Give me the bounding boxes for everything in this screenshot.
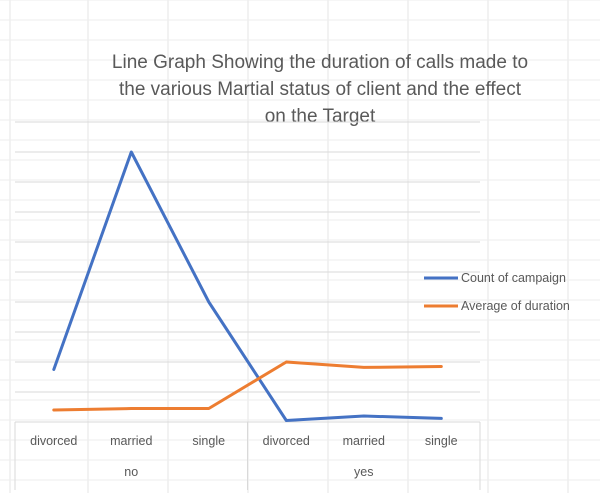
category-tick-label: married xyxy=(110,434,152,448)
group-tick-label: yes xyxy=(354,465,373,479)
series-lines xyxy=(52,150,443,422)
series-line-count-of-campaign xyxy=(52,150,443,422)
category-tick-label: single xyxy=(425,434,458,448)
legend-entry: Average of duration xyxy=(461,299,570,313)
category-tick-label: married xyxy=(343,434,385,448)
chart-title-line-3: on the Target xyxy=(265,106,376,127)
gridlines xyxy=(15,121,480,423)
category-tick-label: single xyxy=(192,434,225,448)
category-axis xyxy=(14,421,481,490)
category-tick-label: divorced xyxy=(263,434,310,448)
chart-title: Line Graph Showing the duration of calls… xyxy=(112,52,528,127)
chart-title-line-2: the various Martial status of client and… xyxy=(119,79,522,100)
series-line-average-of-duration xyxy=(52,360,443,412)
category-tick-label: divorced xyxy=(30,434,77,448)
legend[interactable]: Count of campaign Average of duration xyxy=(424,271,570,313)
group-tick-label: no xyxy=(124,465,138,479)
group-tick-labels: no yes xyxy=(124,465,373,479)
legend-entry: Count of campaign xyxy=(461,271,566,285)
category-tick-labels: divorced married single divorced married sing… xyxy=(30,434,457,448)
chart-title-line-1: Line Graph Showing the duration of calls… xyxy=(112,52,528,73)
